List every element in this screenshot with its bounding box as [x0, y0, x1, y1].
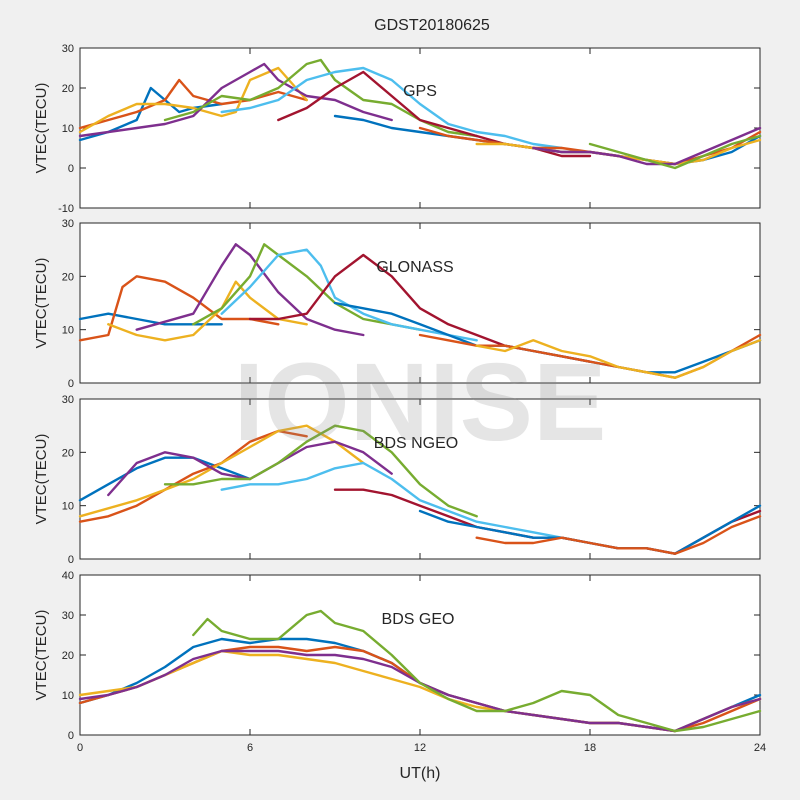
y-tick-label: 0 [68, 163, 74, 175]
x-tick-label: 0 [77, 742, 83, 754]
series-line [78, 62, 393, 138]
series-line [220, 461, 592, 545]
series-line [532, 126, 762, 166]
y-tick-label: 0 [68, 554, 74, 566]
x-tick-label: 12 [414, 742, 426, 754]
series-line [475, 515, 762, 555]
y-tick-label: 20 [62, 83, 74, 95]
panels: -10 0 10 20 30 VTEC(TECU) GPS 0 10 20 30 VTEC(TECU)… [33, 43, 766, 754]
y-tick-label: 30 [62, 43, 74, 55]
panel-label: BDS NGEO [374, 435, 458, 452]
series-line [475, 339, 762, 379]
watermark-text: IONISE [234, 341, 607, 464]
x-tick-label: 6 [247, 742, 253, 754]
panel-3: 0 10 20 30 40 0 6 12 18 24 VTEC(TECU) BDS GEO [33, 570, 766, 754]
y-tick-label: 20 [62, 650, 74, 662]
x-axis-label: UT(h) [400, 765, 441, 782]
figure-title: GDST20180625 [374, 17, 490, 34]
y-tick-label: 20 [62, 271, 74, 283]
series-line [78, 429, 308, 523]
series-line [220, 248, 478, 342]
series-line [78, 78, 308, 130]
series-line [163, 424, 478, 518]
plot-area [79, 222, 761, 384]
y-tick-label: 40 [62, 570, 74, 582]
y-tick-label: 30 [62, 394, 74, 406]
y-tick-label: 0 [68, 730, 74, 742]
y-tick-label: 10 [62, 690, 74, 702]
panel-label: BDS GEO [382, 611, 455, 628]
series-line [78, 312, 223, 326]
series-line [78, 66, 308, 134]
panel-2: 0 10 20 30 VTEC(TECU) BDS NGEO [33, 394, 762, 566]
series-line [192, 609, 762, 733]
series-line [220, 66, 563, 150]
series-line [78, 275, 280, 342]
y-tick-label: 20 [62, 447, 74, 459]
y-axis-label: VTEC(TECU) [33, 258, 50, 349]
x-tick-label: 24 [754, 742, 766, 754]
panel-label: GPS [403, 83, 437, 100]
y-tick-label: 10 [62, 325, 74, 337]
panel-1: 0 10 20 30 VTEC(TECU) GLONASS [33, 218, 762, 390]
y-tick-label: 30 [62, 218, 74, 230]
y-axis-label: VTEC(TECU) [33, 83, 50, 174]
x-tick-label: 18 [584, 742, 596, 754]
panel-0: -10 0 10 20 30 VTEC(TECU) GPS [33, 43, 762, 215]
y-axis-label: VTEC(TECU) [33, 610, 50, 701]
y-tick-label: 10 [62, 501, 74, 513]
series-line [78, 456, 252, 502]
y-axis-label: VTEC(TECU) [33, 434, 50, 525]
series-line [588, 134, 762, 170]
series-line [135, 243, 365, 337]
panel-label: GLONASS [376, 259, 453, 276]
y-tick-label: 30 [62, 610, 74, 622]
y-tick-label: 0 [68, 378, 74, 390]
y-tick-label: -10 [58, 203, 74, 215]
y-tick-label: 10 [62, 123, 74, 135]
series-line [192, 243, 422, 331]
